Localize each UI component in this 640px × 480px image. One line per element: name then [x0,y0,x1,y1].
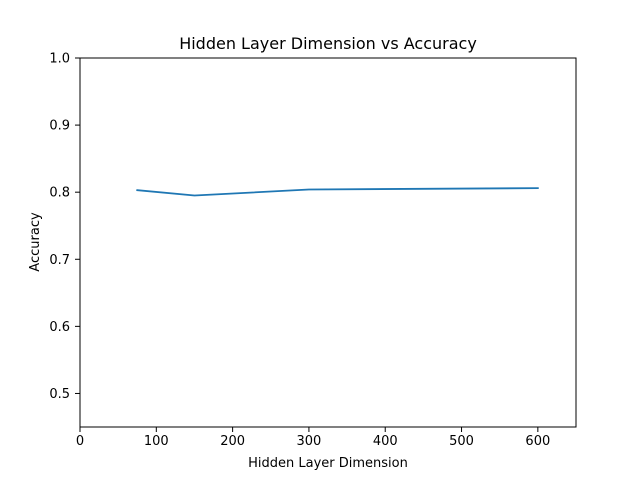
y-axis-label: Accuracy [28,212,43,272]
y-axis-ticks: 0.5 0.6 0.7 0.8 0.9 1.0 [49,52,80,402]
x-tick-label: 300 [297,434,322,449]
y-tick-label: 0.6 [49,320,70,335]
x-tick-label: 0 [76,434,84,449]
x-tick-label: 200 [220,434,245,449]
plot-area [80,58,576,427]
chart-title: Hidden Layer Dimension vs Accuracy [179,34,477,53]
x-axis-label: Hidden Layer Dimension [248,456,408,471]
series-layer [136,187,539,197]
x-tick-label: 100 [144,434,169,449]
x-tick-label: 600 [525,434,550,449]
y-tick-label: 0.7 [49,253,70,268]
y-tick-label: 0.8 [49,186,70,201]
y-tick-label: 1.0 [49,52,70,67]
plot-frame [79,57,577,428]
x-tick-label: 400 [373,434,398,449]
x-tick-label: 500 [449,434,474,449]
series-line [136,187,539,197]
y-tick-label: 0.9 [49,119,70,134]
x-axis-ticks: 0 100 200 300 400 500 600 [76,427,550,449]
y-tick-label: 0.5 [49,387,70,402]
